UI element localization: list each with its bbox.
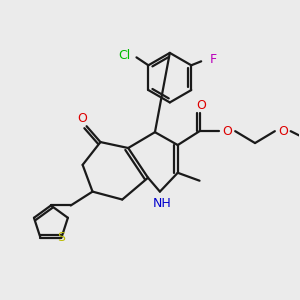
- Text: S: S: [57, 231, 65, 244]
- Text: NH: NH: [152, 197, 171, 210]
- Text: O: O: [222, 125, 232, 138]
- Text: O: O: [278, 125, 288, 138]
- Text: O: O: [78, 112, 88, 125]
- Text: F: F: [209, 53, 217, 66]
- Text: O: O: [196, 99, 206, 112]
- Text: Cl: Cl: [118, 49, 131, 62]
